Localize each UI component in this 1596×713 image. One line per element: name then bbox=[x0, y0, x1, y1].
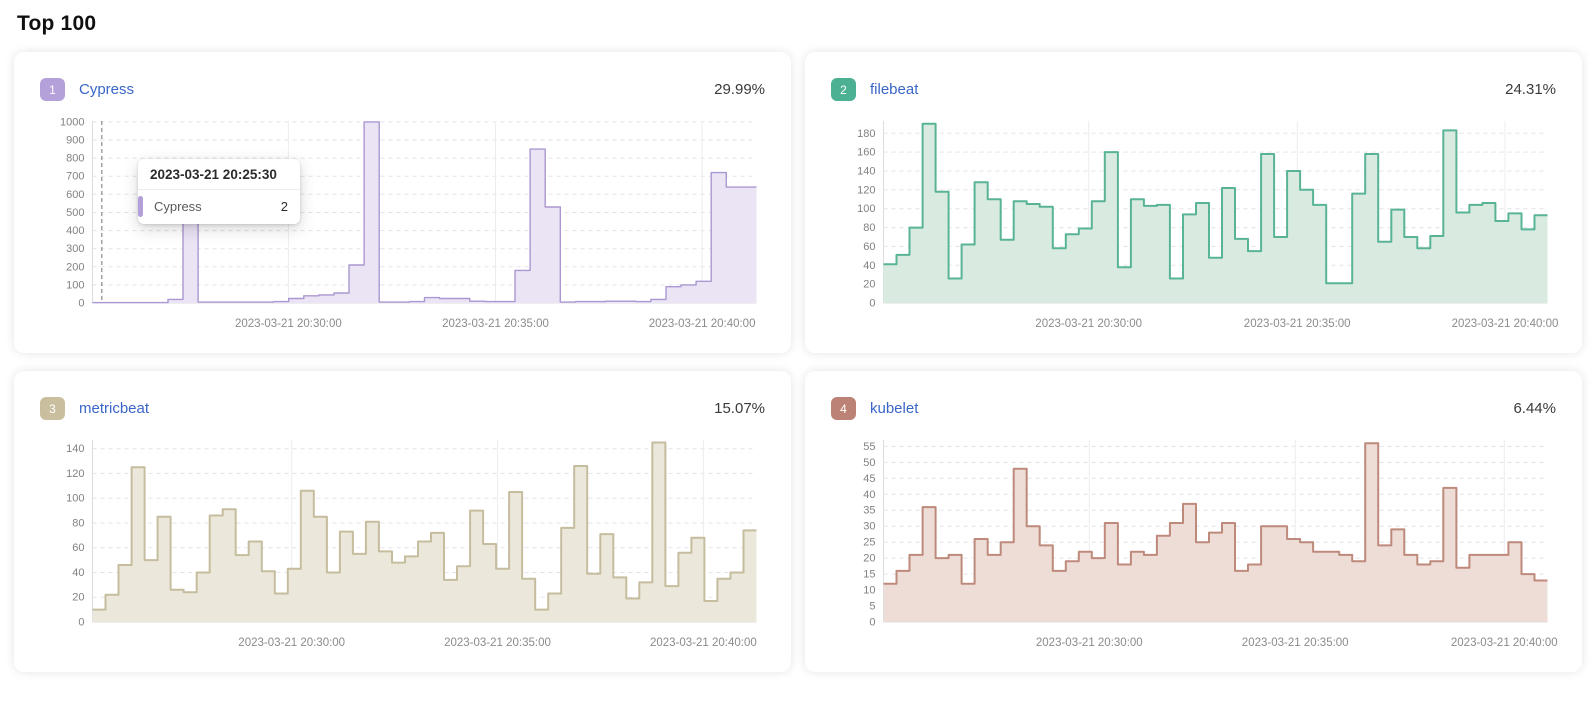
svg-text:2023-03-21 20:30:00: 2023-03-21 20:30:00 bbox=[238, 637, 345, 649]
svg-text:140: 140 bbox=[857, 166, 875, 178]
chart-area[interactable]: 2023-03-21 20:25:30 Cypress 2 0 100 200 300… bbox=[38, 113, 767, 341]
svg-text:100: 100 bbox=[66, 493, 84, 505]
card-header: 3 metricbeat 15.07% bbox=[38, 387, 767, 424]
svg-text:40: 40 bbox=[72, 567, 84, 579]
svg-text:20: 20 bbox=[863, 279, 875, 291]
tooltip-row: Cypress 2 bbox=[138, 190, 300, 224]
svg-text:2023-03-21 20:30:00: 2023-03-21 20:30:00 bbox=[1035, 318, 1142, 330]
series-name-link[interactable]: kubelet bbox=[870, 400, 919, 417]
card-header: 1 Cypress 29.99% bbox=[38, 68, 767, 105]
percent-value: 15.07% bbox=[714, 400, 765, 417]
svg-text:120: 120 bbox=[857, 184, 875, 196]
chart-area[interactable]: 0 20 40 60 80 100 120 140 160 180 2023-03-21 20:30… bbox=[829, 113, 1558, 341]
svg-text:200: 200 bbox=[66, 261, 84, 273]
chart-svg: 0 100 200 300 400 500 600 700 800 900 1000 2023-03-… bbox=[60, 116, 757, 330]
svg-text:2023-03-21 20:40:00: 2023-03-21 20:40:00 bbox=[1451, 637, 1558, 649]
page-title: Top 100 bbox=[17, 12, 97, 35]
svg-text:800: 800 bbox=[66, 153, 84, 165]
card-header: 2 filebeat 24.31% bbox=[829, 68, 1558, 105]
series-name-link[interactable]: filebeat bbox=[870, 81, 919, 98]
rank-badge: 4 bbox=[831, 397, 856, 420]
svg-text:35: 35 bbox=[863, 505, 875, 517]
svg-text:2023-03-21 20:40:00: 2023-03-21 20:40:00 bbox=[649, 318, 756, 330]
card-header: 4 kubelet 6.44% bbox=[829, 387, 1558, 424]
svg-text:2023-03-21 20:40:00: 2023-03-21 20:40:00 bbox=[650, 637, 757, 649]
svg-text:55: 55 bbox=[863, 441, 875, 453]
chart-svg: 0 20 40 60 80 100 120 140 160 180 2023-03-21 20:30… bbox=[857, 121, 1559, 330]
chart-area[interactable]: 0 5 10 15 20 25 30 35 40 45 50 55 2023-03-21 20:30:0… bbox=[829, 432, 1558, 660]
svg-text:2023-03-21 20:35:00: 2023-03-21 20:35:00 bbox=[1242, 637, 1349, 649]
chart-svg: 0 5 10 15 20 25 30 35 40 45 50 55 2023-03-21 20:30:0… bbox=[863, 440, 1558, 649]
chart-card-cypress: 1 Cypress 29.99% 2023-03-21 20:25:30 Cyp… bbox=[14, 52, 791, 353]
rank-badge: 2 bbox=[831, 78, 856, 101]
svg-text:30: 30 bbox=[863, 521, 875, 533]
svg-text:60: 60 bbox=[863, 241, 875, 253]
svg-text:100: 100 bbox=[66, 279, 84, 291]
chart-card-filebeat: 2 filebeat 24.31% 0 20 40 60 80 100 120 140 160 1… bbox=[805, 52, 1582, 353]
series-name-link[interactable]: Cypress bbox=[79, 81, 135, 98]
svg-text:400: 400 bbox=[66, 225, 84, 237]
chart-svg: 0 20 40 60 80 100 120 140 2023-03-21 20:30:00 202… bbox=[66, 440, 757, 649]
tooltip-series-value: 2 bbox=[280, 199, 288, 214]
svg-text:180: 180 bbox=[857, 128, 875, 140]
rank-badge: 1 bbox=[40, 78, 65, 101]
tooltip-title: 2023-03-21 20:25:30 bbox=[138, 159, 300, 190]
percent-value: 6.44% bbox=[1513, 400, 1556, 417]
dashboard-page: Top 100 1 Cypress 29.99% 2023-03-21 20:2… bbox=[14, 12, 1582, 672]
svg-text:100: 100 bbox=[857, 203, 875, 215]
svg-text:40: 40 bbox=[863, 489, 875, 501]
chart-card-metricbeat: 3 metricbeat 15.07% 0 20 40 60 80 100 120 140 20… bbox=[14, 371, 791, 672]
tooltip-series-marker bbox=[138, 196, 143, 217]
chart-card-kubelet: 4 kubelet 6.44% 0 5 10 15 20 25 30 35 40 45 50 55 20… bbox=[805, 371, 1582, 672]
svg-text:0: 0 bbox=[78, 298, 84, 310]
svg-text:40: 40 bbox=[863, 260, 875, 272]
rank-badge: 3 bbox=[40, 397, 65, 420]
svg-text:80: 80 bbox=[72, 518, 84, 530]
percent-value: 29.99% bbox=[714, 81, 765, 98]
svg-text:2023-03-21 20:35:00: 2023-03-21 20:35:00 bbox=[442, 318, 549, 330]
svg-text:80: 80 bbox=[863, 222, 875, 234]
svg-text:2023-03-21 20:30:00: 2023-03-21 20:30:00 bbox=[1036, 637, 1143, 649]
svg-text:0: 0 bbox=[869, 617, 875, 629]
svg-text:20: 20 bbox=[863, 553, 875, 565]
svg-text:25: 25 bbox=[863, 537, 875, 549]
svg-text:300: 300 bbox=[66, 243, 84, 255]
svg-text:5: 5 bbox=[869, 601, 875, 613]
svg-text:2023-03-21 20:35:00: 2023-03-21 20:35:00 bbox=[444, 637, 551, 649]
svg-text:60: 60 bbox=[72, 542, 84, 554]
svg-text:45: 45 bbox=[863, 473, 875, 485]
svg-text:20: 20 bbox=[72, 592, 84, 604]
svg-text:1000: 1000 bbox=[60, 116, 84, 128]
svg-text:700: 700 bbox=[66, 171, 84, 183]
tooltip-series-label: Cypress bbox=[154, 199, 202, 214]
svg-text:900: 900 bbox=[66, 135, 84, 147]
svg-text:15: 15 bbox=[863, 569, 875, 581]
percent-value: 24.31% bbox=[1505, 81, 1556, 98]
svg-text:500: 500 bbox=[66, 207, 84, 219]
svg-text:2023-03-21 20:40:00: 2023-03-21 20:40:00 bbox=[1452, 318, 1559, 330]
svg-text:2023-03-21 20:30:00: 2023-03-21 20:30:00 bbox=[235, 318, 342, 330]
svg-text:160: 160 bbox=[857, 147, 875, 159]
chart-tooltip: 2023-03-21 20:25:30 Cypress 2 bbox=[138, 159, 300, 224]
svg-text:120: 120 bbox=[66, 468, 84, 480]
svg-text:600: 600 bbox=[66, 189, 84, 201]
svg-text:50: 50 bbox=[863, 457, 875, 469]
series-name-link[interactable]: metricbeat bbox=[79, 400, 150, 417]
charts-grid: 1 Cypress 29.99% 2023-03-21 20:25:30 Cyp… bbox=[14, 52, 1582, 672]
svg-text:2023-03-21 20:35:00: 2023-03-21 20:35:00 bbox=[1244, 318, 1351, 330]
svg-text:0: 0 bbox=[869, 298, 875, 310]
svg-text:0: 0 bbox=[78, 617, 84, 629]
chart-area[interactable]: 0 20 40 60 80 100 120 140 2023-03-21 20:30:00 202… bbox=[38, 432, 767, 660]
svg-text:140: 140 bbox=[66, 443, 84, 455]
svg-text:10: 10 bbox=[863, 585, 875, 597]
